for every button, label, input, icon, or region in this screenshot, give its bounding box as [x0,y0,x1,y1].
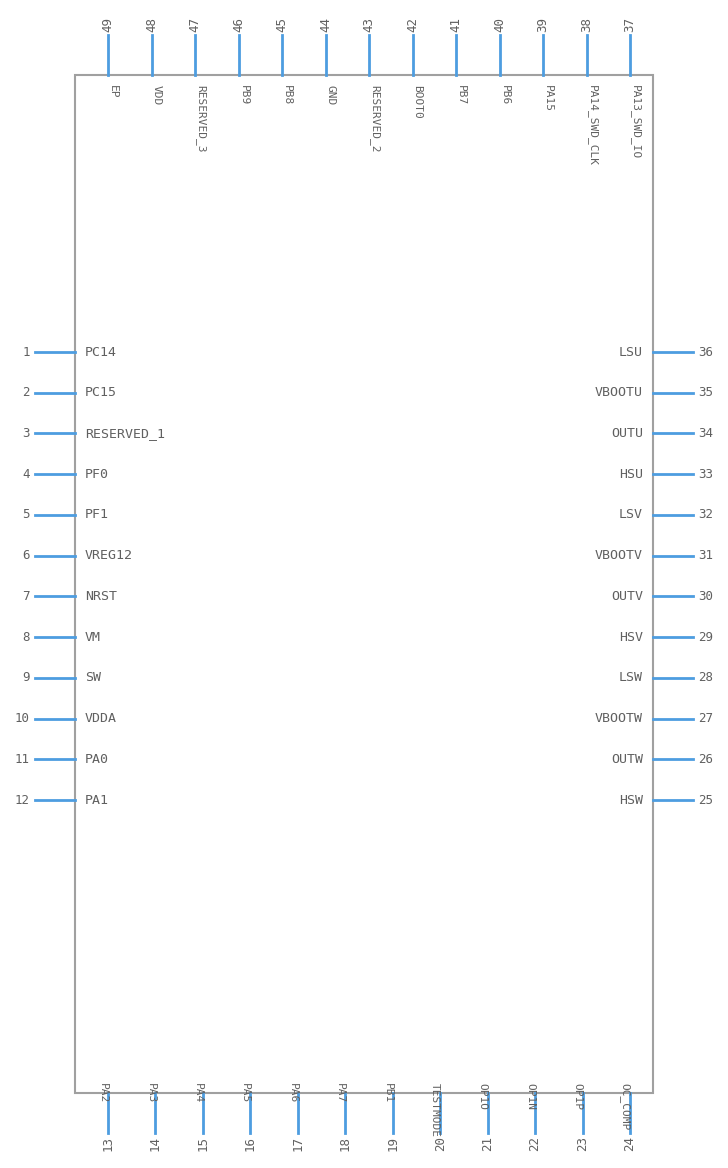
Text: VBOOTU: VBOOTU [595,387,643,399]
Text: 9: 9 [23,672,30,684]
Text: PA14_SWD_CLK: PA14_SWD_CLK [587,85,598,166]
Text: HSV: HSV [619,631,643,644]
Text: EP: EP [108,85,118,98]
Text: PA0: PA0 [85,752,109,766]
Text: BOOT0: BOOT0 [413,85,422,119]
Text: 11: 11 [15,752,30,766]
Text: 41: 41 [449,18,462,32]
Text: OUTU: OUTU [611,427,643,440]
Text: 34: 34 [698,427,713,440]
Text: 15: 15 [197,1136,210,1150]
Text: 29: 29 [698,631,713,644]
Text: PB6: PB6 [499,85,510,105]
Text: 45: 45 [275,18,288,32]
Text: 17: 17 [291,1136,304,1150]
Text: LSU: LSU [619,346,643,359]
Text: PF0: PF0 [85,467,109,481]
Text: 7: 7 [23,590,30,603]
Text: 5: 5 [23,508,30,521]
Text: PC14: PC14 [85,346,117,359]
Text: PA13_SWD_IO: PA13_SWD_IO [630,85,641,159]
Text: PB7: PB7 [456,85,466,105]
Text: OP1O: OP1O [478,1083,488,1110]
Text: PA7: PA7 [336,1083,345,1104]
Text: 43: 43 [363,18,376,32]
Text: VREG12: VREG12 [85,549,133,562]
Text: 3: 3 [23,427,30,440]
Text: 28: 28 [698,672,713,684]
Text: VDDA: VDDA [85,712,117,725]
Text: 14: 14 [149,1136,162,1150]
Text: PA2: PA2 [98,1083,108,1104]
Text: VBOOTV: VBOOTV [595,549,643,562]
Text: 44: 44 [319,18,332,32]
Text: 8: 8 [23,631,30,644]
Text: 18: 18 [339,1136,352,1150]
Text: 19: 19 [387,1136,399,1150]
Text: PC15: PC15 [85,387,117,399]
Text: 1: 1 [23,346,30,359]
Text: RESERVED_2: RESERVED_2 [369,85,380,153]
Text: 25: 25 [698,793,713,806]
Text: VM: VM [85,631,101,644]
Text: LSV: LSV [619,508,643,521]
Text: 10: 10 [15,712,30,725]
Text: 6: 6 [23,549,30,562]
Text: PB1: PB1 [383,1083,392,1104]
Text: 27: 27 [698,712,713,725]
Text: OC_COMP: OC_COMP [619,1083,630,1131]
Text: 48: 48 [145,18,158,32]
Text: 21: 21 [481,1136,494,1150]
Text: PF1: PF1 [85,508,109,521]
Text: PA1: PA1 [85,793,109,806]
Text: 4: 4 [23,467,30,481]
Text: 42: 42 [406,18,419,32]
Text: 16: 16 [244,1136,257,1150]
Text: 32: 32 [698,508,713,521]
Text: OUTV: OUTV [611,590,643,603]
Text: GND: GND [325,85,336,105]
Text: 12: 12 [15,793,30,806]
Text: OP1P: OP1P [572,1083,582,1110]
Text: 20: 20 [434,1136,447,1150]
Text: OUTW: OUTW [611,752,643,766]
Text: TESTMODE: TESTMODE [430,1083,440,1136]
Text: LSW: LSW [619,672,643,684]
Text: OP1N: OP1N [525,1083,535,1110]
Text: 33: 33 [698,467,713,481]
Text: 24: 24 [623,1136,636,1150]
Text: PA3: PA3 [146,1083,156,1104]
Text: 22: 22 [529,1136,542,1150]
Text: SW: SW [85,672,101,684]
Text: 38: 38 [580,18,593,32]
Text: VDD: VDD [151,85,162,105]
Text: 37: 37 [623,18,636,32]
Text: 46: 46 [232,18,245,32]
Text: HSU: HSU [619,467,643,481]
Text: 36: 36 [698,346,713,359]
Text: NRST: NRST [85,590,117,603]
Text: PA6: PA6 [288,1083,298,1104]
Text: HSW: HSW [619,793,643,806]
Text: 2: 2 [23,387,30,399]
Text: 47: 47 [189,18,202,32]
Text: RESERVED_3: RESERVED_3 [195,85,206,153]
Text: PA5: PA5 [240,1083,250,1104]
Text: PB9: PB9 [239,85,248,105]
Text: 35: 35 [698,387,713,399]
Text: 30: 30 [698,590,713,603]
Text: 39: 39 [537,18,550,32]
Text: 23: 23 [576,1136,589,1150]
Text: 26: 26 [698,752,713,766]
Text: PA4: PA4 [193,1083,203,1104]
Text: 31: 31 [698,549,713,562]
Text: 40: 40 [493,18,506,32]
Text: 13: 13 [101,1136,114,1150]
Text: PA15: PA15 [543,85,553,112]
Text: RESERVED_1: RESERVED_1 [85,427,165,440]
Bar [75,75,653,1093]
Text: PB8: PB8 [282,85,292,105]
Text: 49: 49 [101,18,114,32]
Text: VBOOTW: VBOOTW [595,712,643,725]
